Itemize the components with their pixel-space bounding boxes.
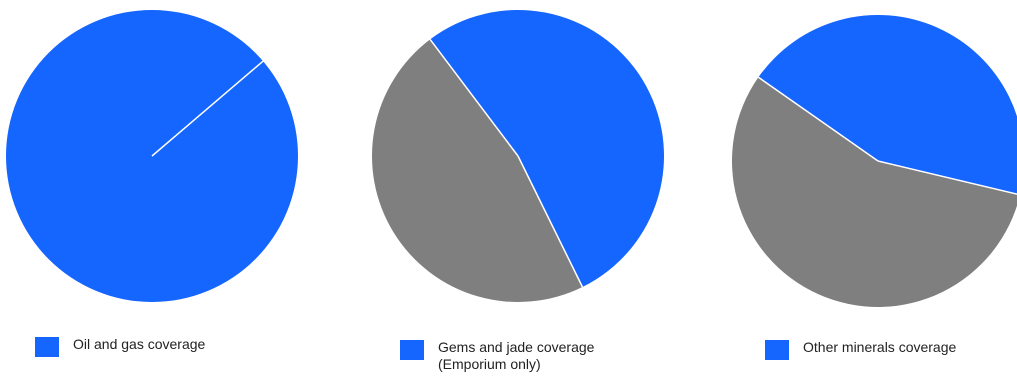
pie-chart-gems-jade <box>372 9 665 302</box>
pie-slice-separator <box>429 38 519 157</box>
legend-swatch-other-minerals <box>765 340 789 360</box>
legend-label-gems-jade: Gems and jade coverage (Emporium only) <box>438 339 595 372</box>
legend-label-other-minerals: Other minerals coverage <box>803 339 957 355</box>
pie-slice-not-covered <box>372 39 583 302</box>
pie-slice-separator <box>877 160 1017 195</box>
legend-oil-gas: Oil and gas coverage <box>35 336 205 357</box>
legend-swatch-oil-gas <box>35 337 59 357</box>
pie-chart-oil-gas <box>6 10 298 302</box>
pie-slice-covered <box>758 15 1017 195</box>
pie-slice-covered <box>430 9 665 287</box>
legend-other-minerals: Other minerals coverage <box>765 339 956 360</box>
pie-slice-separator <box>757 76 879 162</box>
pie-chart-other-minerals <box>732 15 1017 307</box>
legend-label-oil-gas: Oil and gas coverage <box>73 336 206 352</box>
pie-slice-not-covered <box>732 77 1017 307</box>
legend-swatch-gems-jade <box>400 340 424 360</box>
legend-gems-jade: Gems and jade coverage (Emporium only) <box>400 339 594 373</box>
pie-slice-separator <box>517 155 584 288</box>
pie-slice-separator <box>151 60 264 157</box>
